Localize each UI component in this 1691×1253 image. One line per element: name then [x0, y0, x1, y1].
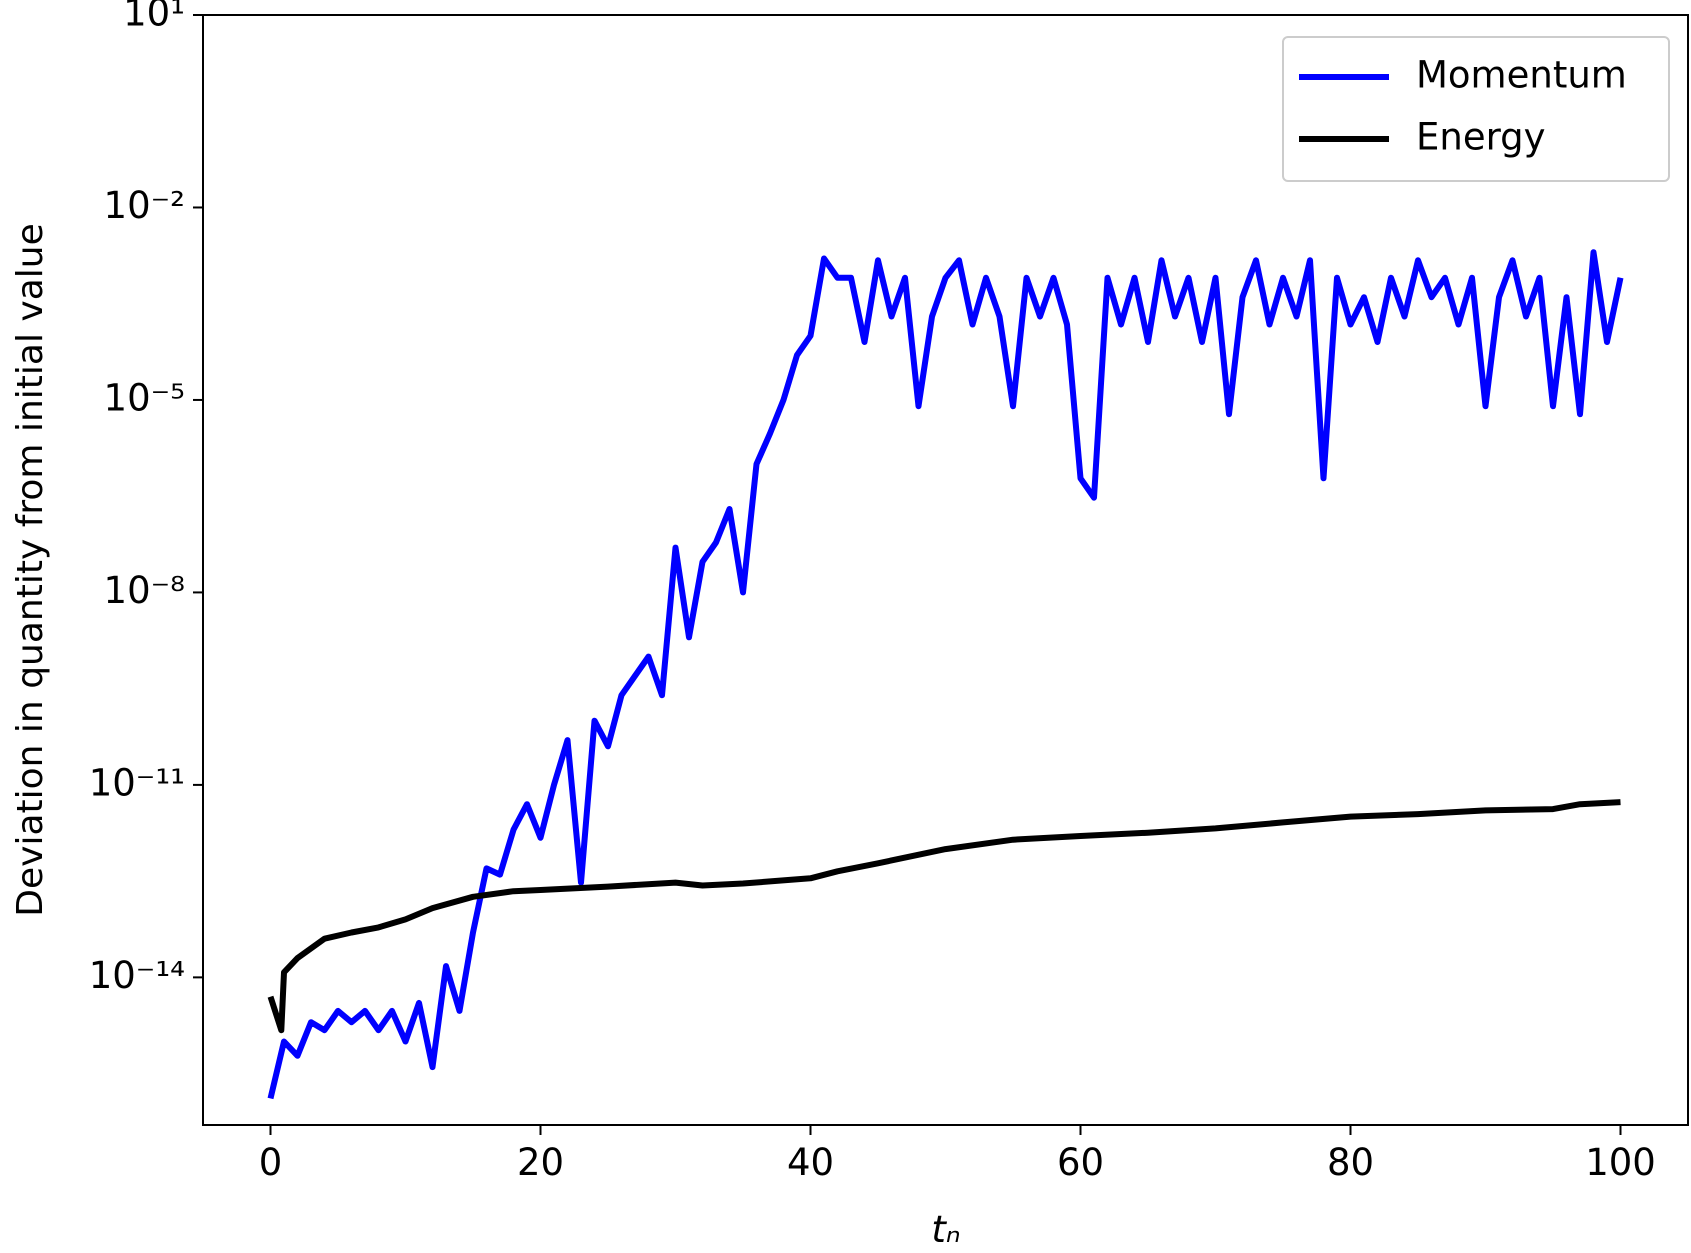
y-tick-label: 10¹: [123, 0, 185, 35]
x-tick-label: 100: [1585, 1141, 1656, 1184]
x-tick-label: 20: [517, 1141, 564, 1184]
y-tick-label: 10⁻⁵: [104, 376, 185, 419]
y-axis-label: Deviation in quantity from initial value: [10, 223, 51, 916]
x-axis-label: tₙ: [931, 1208, 960, 1251]
y-tick-label: 10⁻¹⁴: [89, 954, 185, 997]
plot-frame: [202, 14, 1689, 1126]
x-tick-label: 0: [259, 1141, 283, 1184]
y-tick-label: 10⁻¹¹: [89, 761, 185, 804]
y-tick-label: 10⁻²: [104, 184, 185, 227]
series-line: [267, 249, 1624, 1100]
y-tick-label: 10⁻⁸: [104, 569, 185, 612]
x-tick-label: 60: [1057, 1141, 1104, 1184]
legend-label: Energy: [1416, 116, 1546, 159]
series-line: [267, 799, 1621, 1034]
x-tick-label: 40: [787, 1141, 834, 1184]
legend-box: [1282, 36, 1670, 182]
x-tick-label: 80: [1327, 1141, 1374, 1184]
legend-label: Momentum: [1416, 54, 1627, 97]
